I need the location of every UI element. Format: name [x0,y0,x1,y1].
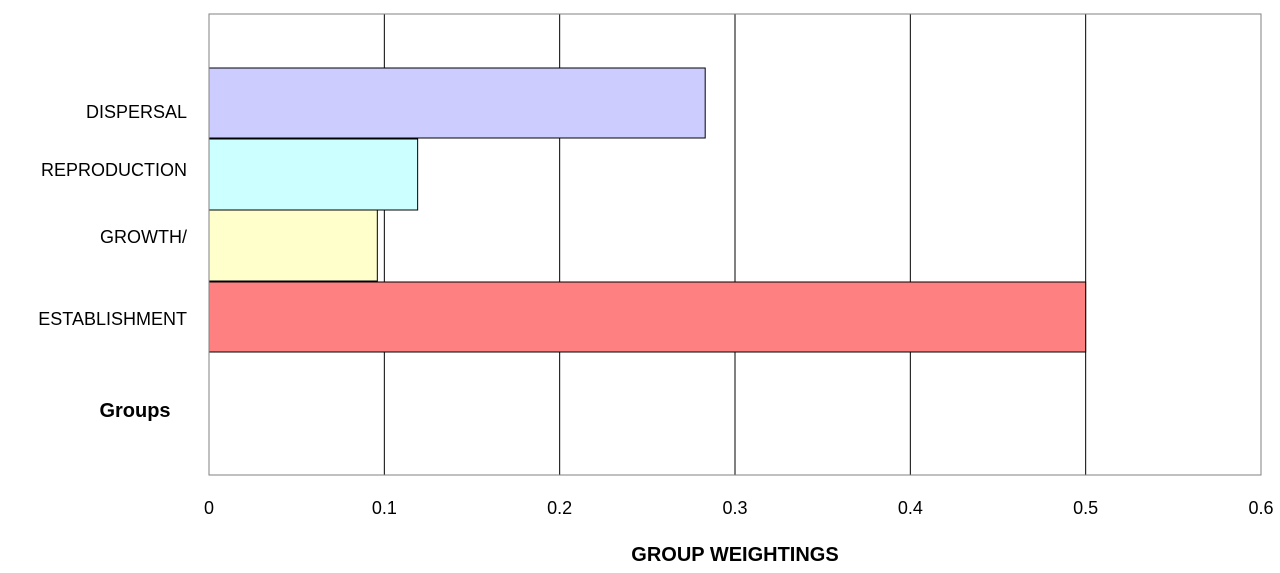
category-labels: DISPERSAL REPRODUCTION GROWTH/ESTABLISHMEN… [38,102,187,329]
x-tick-label: 0.1 [372,498,397,518]
x-axis-title: GROUP WEIGHTINGS [631,544,838,566]
x-tick-label: 0.5 [1073,498,1098,518]
category-label: DISPERSAL [86,102,187,122]
bar-dispersal [208,67,706,139]
bars [208,67,1087,353]
category-label: GROWTH/ [100,227,187,247]
x-tick-label: 0.4 [898,498,923,518]
x-tick-label: 0.6 [1248,498,1273,518]
bar-reproduction [208,138,419,211]
plot-area-frame [208,13,1262,476]
x-tick-label: 0.2 [547,498,572,518]
category-label: REPRODUCTION [41,160,187,180]
x-tick-label: 0.3 [722,498,747,518]
bar-establishment [208,281,1087,353]
bar-growth [208,209,378,282]
y-axis-title: Groups [99,400,170,422]
category-label: ESTABLISHMENT [38,309,187,329]
x-tick-labels: 0 0.1 0.2 0.3 0.4 0.5 0.6 [204,498,1274,518]
x-tick-label: 0 [204,498,214,518]
